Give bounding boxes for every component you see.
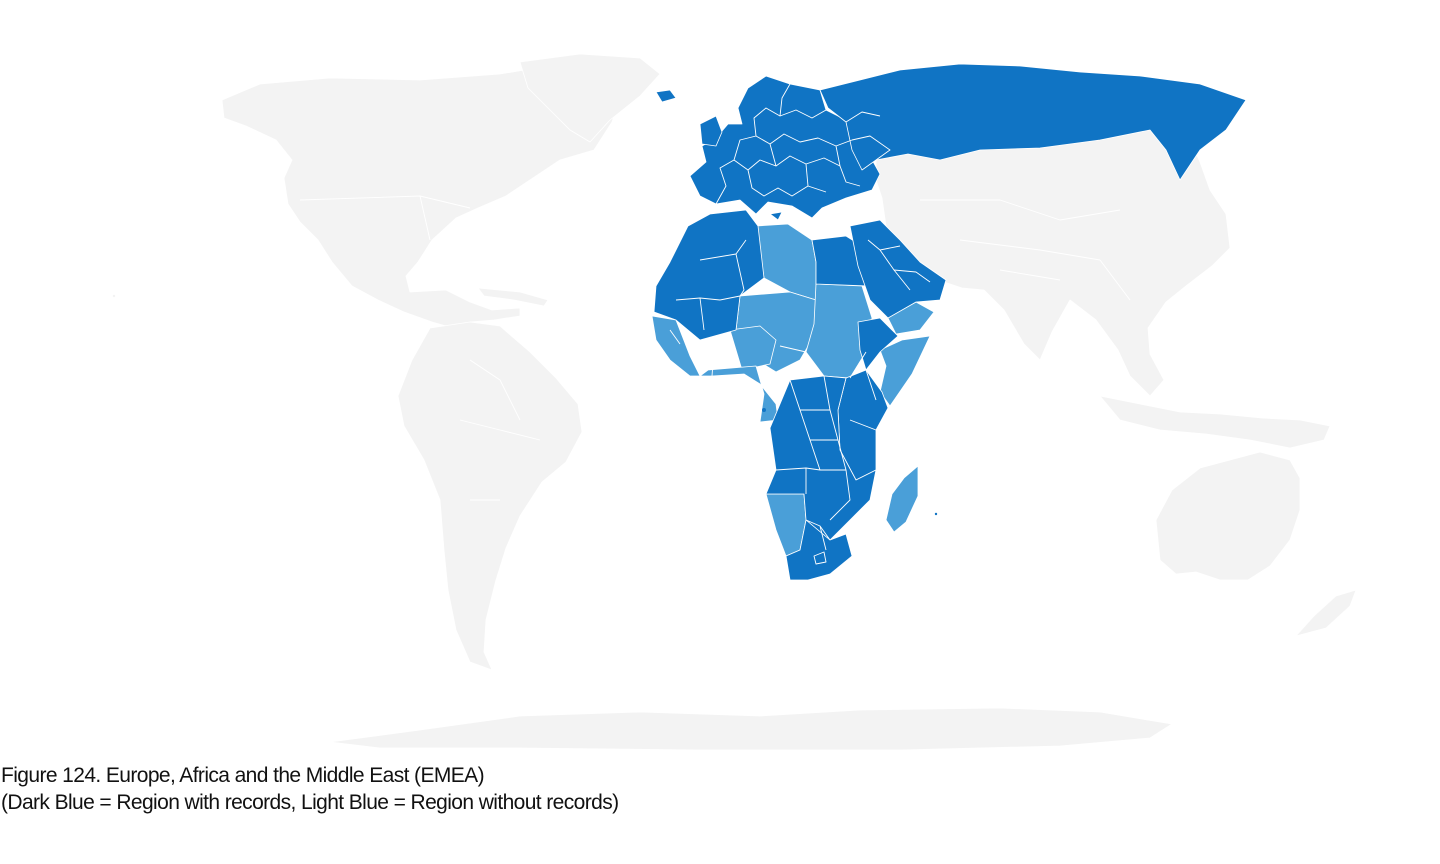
region-north-africa <box>653 209 765 341</box>
region-nigeria <box>729 325 777 371</box>
region-south-africa <box>785 519 853 581</box>
other-land-group <box>221 53 1357 751</box>
region-caribbean <box>477 287 549 307</box>
region-namibia <box>765 493 807 557</box>
region-russia <box>819 63 1247 181</box>
region-new-zealand <box>1295 589 1357 637</box>
caption-legend: (Dark Blue = Region with records, Light … <box>1 791 619 814</box>
region-ethiopia <box>857 317 899 371</box>
region-iceland <box>655 89 677 103</box>
world-map-svg <box>112 53 1357 751</box>
region-central-southern-africa <box>765 375 877 541</box>
region-uk-ireland <box>699 115 723 147</box>
caption-title: Figure 124. Europe, Africa and the Middl… <box>1 764 485 787</box>
without-records-group <box>651 223 935 557</box>
region-madagascar <box>885 465 919 533</box>
island-sao-tome <box>762 408 766 412</box>
region-sicily <box>769 211 783 221</box>
region-greenland <box>519 53 661 143</box>
region-indonesia <box>1099 395 1331 449</box>
region-australia <box>1155 451 1301 581</box>
island-mauritius <box>934 512 938 516</box>
region-antarctica <box>329 707 1173 751</box>
figure-caption: Figure 124. Europe, Africa and the Middl… <box>1 762 1001 816</box>
region-libya <box>755 223 817 301</box>
region-south-america <box>397 321 583 671</box>
island-hawaii <box>112 294 116 298</box>
small-islands <box>112 294 938 516</box>
world-map <box>112 53 1357 751</box>
country-borders <box>299 83 1131 565</box>
region-somalia-horn <box>879 335 931 407</box>
